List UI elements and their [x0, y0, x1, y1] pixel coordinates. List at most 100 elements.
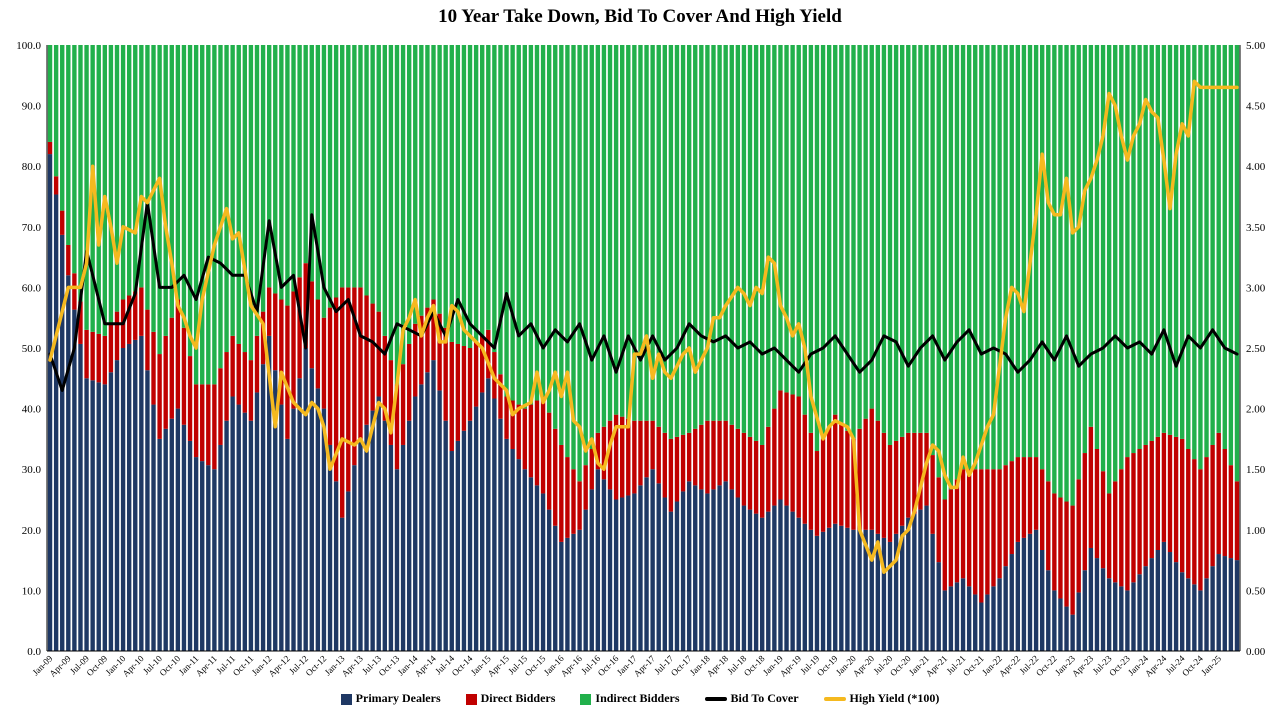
bar-indirect-bidders — [333, 45, 339, 298]
bar-indirect-bidders — [212, 45, 217, 385]
bar-primary-dealers — [626, 495, 631, 651]
bar-primary-dealers — [1046, 570, 1051, 651]
bar-primary-dealers — [486, 378, 491, 651]
bar-indirect-bidders — [1076, 45, 1081, 480]
bar-direct-bidders — [96, 333, 101, 383]
bar-indirect-bidders — [376, 45, 381, 312]
legend-item-indirect-bidders: Indirect Bidders — [580, 691, 680, 706]
bar-primary-dealers — [163, 428, 168, 651]
bar-primary-dealers — [1015, 541, 1021, 651]
bar-indirect-bidders — [802, 45, 807, 415]
bar-indirect-bidders — [437, 45, 442, 314]
bar-primary-dealers — [772, 505, 777, 651]
bar-indirect-bidders — [321, 45, 327, 318]
bar-primary-dealers — [1009, 554, 1014, 651]
bar-direct-bidders — [1021, 457, 1027, 538]
bar-indirect-bidders — [833, 45, 838, 415]
bar-layer — [47, 45, 1240, 652]
bar-direct-bidders — [108, 323, 114, 373]
bar-primary-dealers — [747, 509, 753, 651]
bar-indirect-bidders — [760, 45, 765, 445]
bar-primary-dealers — [1033, 529, 1039, 651]
bar-direct-bidders — [686, 432, 692, 482]
bar-direct-bidders — [297, 277, 302, 379]
bar-primary-dealers — [206, 465, 211, 651]
bar-indirect-bidders — [1186, 45, 1191, 449]
x-tick-label: Apr-10 — [120, 653, 146, 679]
bar-primary-dealers — [662, 497, 667, 651]
bar-indirect-bidders — [327, 45, 333, 308]
bar-indirect-bidders — [108, 45, 114, 324]
bar-primary-dealers — [942, 590, 947, 651]
bar-direct-bidders — [747, 436, 753, 510]
bar-primary-dealers — [589, 489, 594, 651]
bar-direct-bidders — [230, 335, 235, 397]
bar-primary-dealers — [394, 469, 400, 651]
line-layer — [48, 79, 1239, 574]
bar-primary-dealers — [571, 533, 576, 651]
bar-direct-bidders — [1082, 453, 1087, 571]
bar-indirect-bidders — [461, 45, 467, 346]
bar-direct-bidders — [863, 418, 868, 530]
bar-direct-bidders — [1094, 449, 1100, 559]
bar-primary-dealers — [157, 438, 162, 651]
bar-indirect-bidders — [1088, 45, 1094, 427]
bar-indirect-bidders — [169, 45, 174, 318]
bar-indirect-bidders — [53, 45, 59, 177]
bar-direct-bidders — [546, 412, 552, 510]
bar-indirect-bidders — [638, 45, 643, 421]
bar-primary-dealers — [126, 343, 132, 651]
bar-primary-dealers — [242, 412, 248, 651]
x-tick-label: Oct-18 — [742, 653, 767, 678]
x-tick-label: Jan-25 — [1199, 653, 1223, 677]
y-right-tick-label: 0.00 — [1246, 646, 1266, 658]
bar-primary-dealers — [601, 479, 607, 651]
y-right-tick-label: 1.50 — [1246, 464, 1266, 476]
bar-primary-dealers — [437, 390, 442, 651]
bar-direct-bidders — [553, 428, 558, 526]
bar-direct-bidders — [571, 469, 576, 534]
bar-indirect-bidders — [680, 45, 686, 435]
bar-indirect-bidders — [912, 45, 917, 433]
bar-direct-bidders — [1198, 469, 1203, 591]
bar-direct-bidders — [522, 408, 527, 470]
bar-primary-dealers — [187, 440, 193, 651]
bar-primary-dealers — [869, 529, 874, 651]
bar-direct-bidders — [1058, 497, 1063, 599]
bar-indirect-bidders — [1155, 45, 1161, 437]
bar-indirect-bidders — [1167, 45, 1173, 435]
bar-direct-bidders — [912, 432, 917, 514]
bar-indirect-bidders — [1192, 45, 1197, 460]
legend-label-high-yield: High Yield (*100) — [849, 690, 940, 705]
bar-primary-dealers — [1058, 598, 1063, 651]
bar-direct-bidders — [851, 438, 856, 530]
bar-indirect-bidders — [163, 45, 168, 336]
bar-direct-bidders — [413, 323, 418, 397]
bar-primary-dealers — [650, 469, 655, 651]
bar-direct-bidders — [674, 436, 680, 502]
bar-primary-dealers — [1149, 558, 1154, 651]
bar-direct-bidders — [516, 404, 521, 460]
bar-primary-dealers — [966, 586, 972, 651]
bar-primary-dealers — [705, 493, 710, 651]
bar-direct-bidders — [875, 420, 881, 534]
bar-direct-bidders — [175, 299, 181, 409]
bar-indirect-bidders — [613, 45, 619, 415]
bar-direct-bidders — [656, 426, 661, 484]
bar-direct-bidders — [534, 400, 540, 486]
bar-direct-bidders — [705, 420, 710, 494]
bar-direct-bidders — [449, 341, 454, 452]
bar-primary-dealers — [1167, 552, 1173, 651]
bar-indirect-bidders — [443, 45, 448, 328]
bar-direct-bidders — [723, 420, 728, 482]
bar-indirect-bidders — [839, 45, 844, 423]
bar-indirect-bidders — [991, 45, 996, 470]
legend-line-bid-to-cover — [704, 697, 727, 701]
bar-indirect-bidders — [851, 45, 856, 439]
bar-primary-dealers — [820, 531, 826, 651]
bar-primary-dealers — [985, 594, 990, 651]
bar-primary-dealers — [181, 424, 187, 651]
bar-indirect-bidders — [206, 45, 211, 385]
bar-direct-bidders — [1149, 440, 1154, 559]
bar-direct-bidders — [918, 432, 923, 510]
